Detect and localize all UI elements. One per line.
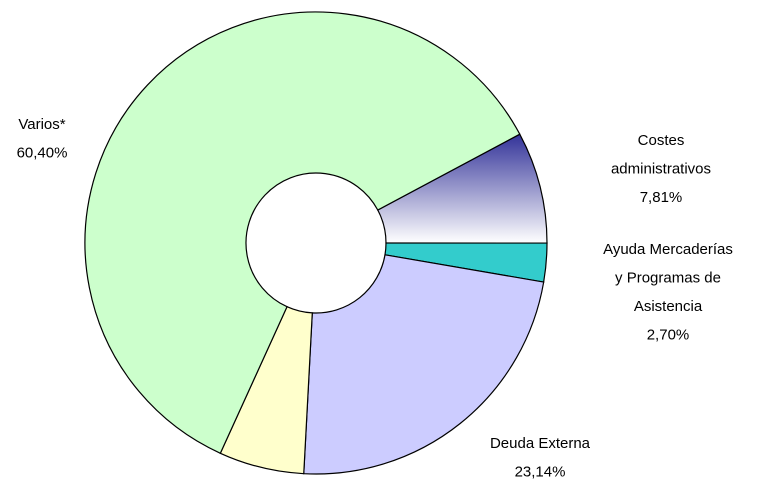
- value-label: 60,40%: [17, 145, 68, 162]
- segment-label: Varios*: [18, 116, 65, 133]
- value-label: 23,14%: [515, 464, 566, 481]
- value-label: 2,70%: [647, 327, 690, 344]
- segment-label: Ayuda Mercaderías y Programas de Asistenci…: [603, 241, 733, 315]
- donut-segment: [84, 11, 521, 455]
- donut-segment: [303, 254, 545, 475]
- value-label: 7,81%: [640, 189, 683, 206]
- segment-label: Costes administrativos: [611, 132, 711, 178]
- segment-label: Deuda Externa: [490, 435, 591, 452]
